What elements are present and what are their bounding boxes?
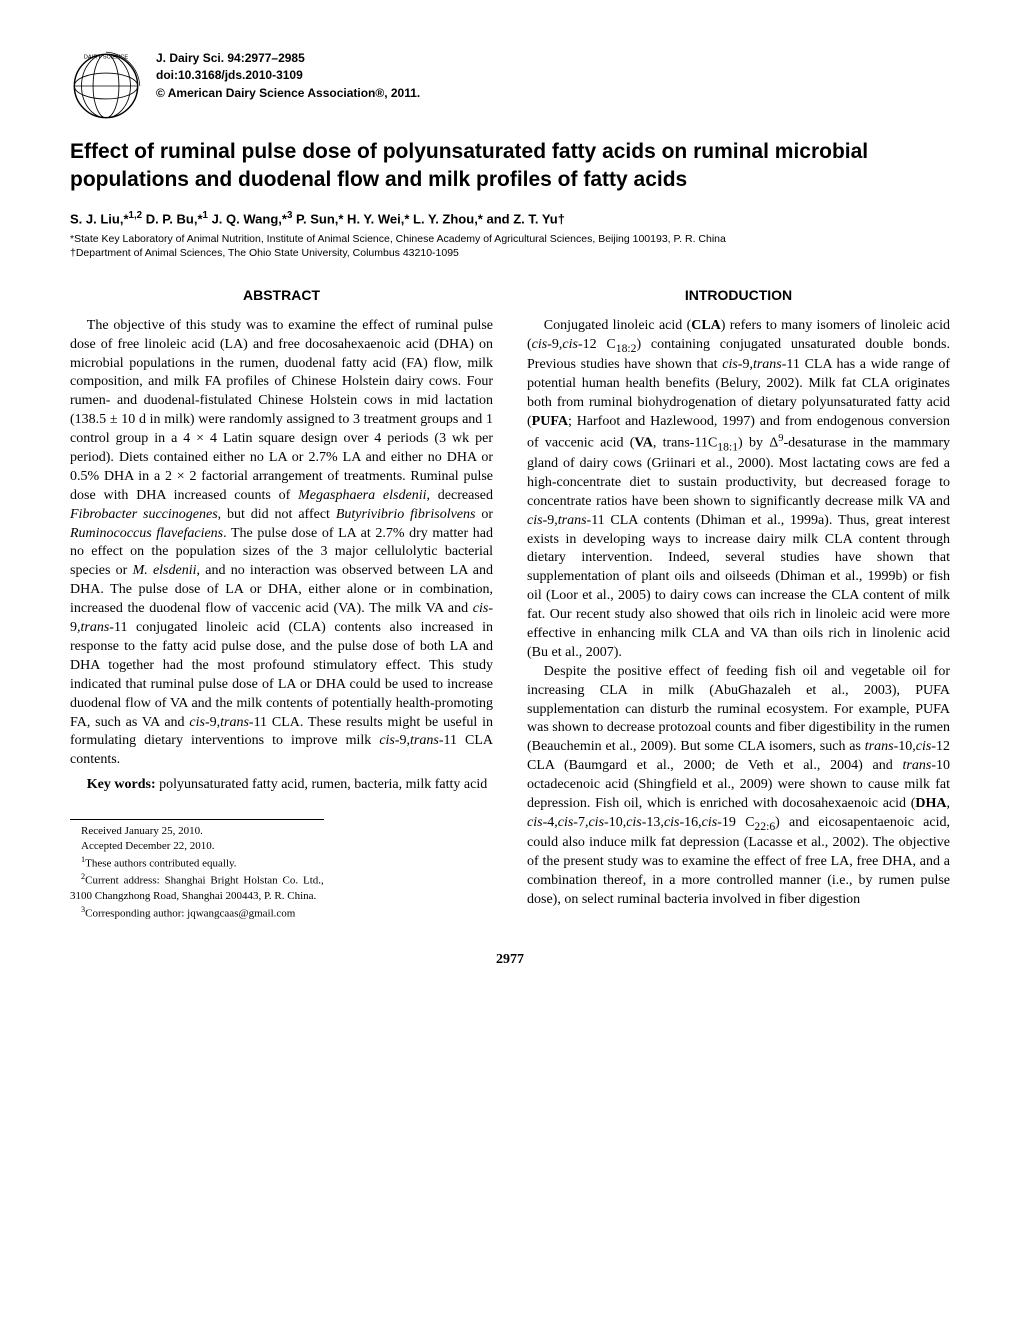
author-list: S. J. Liu,*1,2 D. P. Bu,*1 J. Q. Wang,*3… — [70, 209, 950, 228]
globe-logo-icon: DAIRY SCIENCE — [70, 50, 142, 122]
footnote-2: 2Current address: Shanghai Bright Holsta… — [70, 871, 324, 903]
introduction-heading: INTRODUCTION — [527, 286, 950, 305]
footnotes: Received January 25, 2010. Accepted Dece… — [70, 819, 324, 921]
received-date: Received January 25, 2010. — [70, 824, 324, 839]
copyright: © American Dairy Science Association®, 2… — [156, 85, 420, 102]
affiliation-2: †Department of Animal Sciences, The Ohio… — [70, 246, 950, 260]
header-row: DAIRY SCIENCE J. Dairy Sci. 94:2977–2985… — [70, 50, 950, 122]
abstract-body: The objective of this study was to exami… — [70, 317, 493, 770]
journal-citation: J. Dairy Sci. 94:2977–2985 — [156, 50, 420, 67]
journal-meta: J. Dairy Sci. 94:2977–2985 doi:10.3168/j… — [156, 50, 420, 102]
doi: doi:10.3168/jds.2010-3109 — [156, 67, 420, 84]
accepted-date: Accepted December 22, 2010. — [70, 839, 324, 854]
affiliations: *State Key Laboratory of Animal Nutritio… — [70, 232, 950, 260]
journal-logo: DAIRY SCIENCE — [70, 50, 142, 122]
footnote-3: 3Corresponding author: jqwangcaas@gmail.… — [70, 904, 324, 922]
left-column: ABSTRACT The objective of this study was… — [70, 286, 493, 921]
footnote-1: 1These authors contributed equally. — [70, 854, 324, 872]
intro-p2: Despite the positive effect of feeding f… — [527, 663, 950, 910]
keywords-label: Key words: — [87, 777, 156, 792]
abstract-heading: ABSTRACT — [70, 286, 493, 305]
article-title: Effect of ruminal pulse dose of polyunsa… — [70, 138, 950, 195]
right-column: INTRODUCTION Conjugated linoleic acid (C… — [527, 286, 950, 921]
keywords: Key words: polyunsaturated fatty acid, r… — [70, 776, 493, 795]
intro-p1: Conjugated linoleic acid (CLA) refers to… — [527, 317, 950, 663]
two-column-layout: ABSTRACT The objective of this study was… — [70, 286, 950, 921]
keywords-text: polyunsaturated fatty acid, rumen, bacte… — [156, 777, 488, 792]
svg-text:DAIRY SCIENCE: DAIRY SCIENCE — [84, 55, 129, 61]
page-number: 2977 — [70, 951, 950, 970]
affiliation-1: *State Key Laboratory of Animal Nutritio… — [70, 232, 950, 246]
